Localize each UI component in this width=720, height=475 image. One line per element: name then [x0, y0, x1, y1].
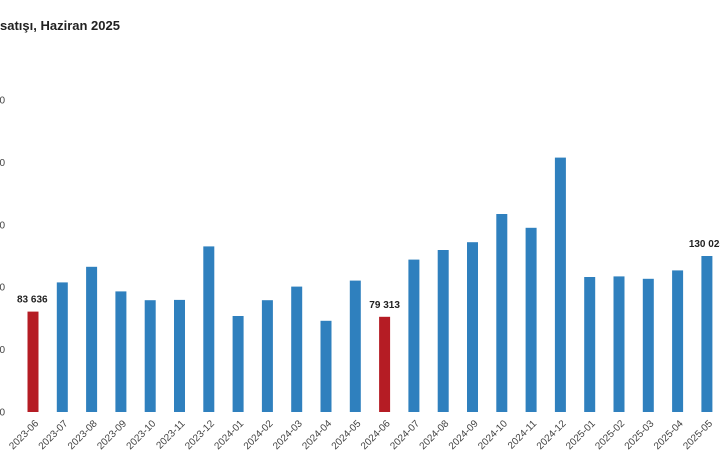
- data-label: 83 636: [17, 295, 48, 306]
- bar-2024-04: [320, 320, 332, 412]
- y-tick-label: 0: [0, 220, 5, 231]
- bar-2024-06: [379, 316, 391, 412]
- x-tick-label: 2024-03: [271, 418, 305, 452]
- y-tick-label: 0: [0, 408, 5, 419]
- bar-2025-02: [613, 276, 625, 412]
- bar-2024-02: [261, 300, 273, 412]
- x-tick-label: 2023-10: [125, 418, 159, 452]
- x-tick-label: 2024-11: [506, 418, 540, 452]
- x-tick-label: 2025-01: [564, 418, 598, 452]
- bar-2025-04: [672, 270, 684, 412]
- bar-2023-06: [27, 311, 39, 412]
- x-tick-label: 2024-12: [535, 418, 569, 452]
- bar-2023-10: [144, 300, 156, 412]
- bar-2024-01: [232, 316, 244, 412]
- chart-title: satışı, Haziran 2025: [0, 18, 120, 33]
- x-tick-label: 2024-04: [300, 418, 334, 452]
- x-tick-label: 2025-05: [681, 418, 715, 452]
- bar-2024-05: [349, 280, 361, 412]
- bar-2024-08: [437, 250, 449, 412]
- bar-2024-11: [525, 227, 537, 412]
- bar-2023-07: [56, 282, 68, 412]
- x-tick-label: 2023-07: [37, 418, 71, 452]
- x-tick-label: 2024-01: [212, 418, 246, 452]
- x-tick-label: 2024-09: [447, 418, 481, 452]
- x-tick-label: 2025-04: [652, 418, 686, 452]
- y-tick-label: 0: [0, 96, 5, 107]
- y-tick-label: 0: [0, 158, 5, 169]
- y-axis: 0 0 0 0 0 0: [0, 96, 5, 419]
- bar-2023-09: [115, 291, 127, 412]
- bar-2023-11: [174, 299, 185, 412]
- bar-2024-09: [467, 242, 478, 412]
- y-tick-label: 0: [0, 283, 5, 294]
- x-tick-label: 2023-08: [66, 418, 100, 452]
- x-tick-label: 2024-08: [418, 418, 452, 452]
- data-label: 79 313: [369, 300, 400, 311]
- bar-2023-12: [203, 246, 215, 412]
- bar-2025-01: [584, 277, 596, 412]
- x-tick-label: 2025-02: [593, 418, 627, 452]
- x-axis-ticks: 2023-062023-072023-082023-092023-102023-…: [7, 418, 715, 452]
- x-tick-label: 2024-07: [388, 418, 422, 452]
- bar-2025-03: [642, 278, 654, 412]
- data-label: 130 025: [689, 239, 720, 250]
- bar-2023-08: [86, 266, 98, 412]
- bars: [27, 157, 713, 412]
- x-tick-label: 2024-06: [359, 418, 393, 452]
- bar-2024-07: [408, 259, 420, 412]
- y-tick-label: 0: [0, 345, 5, 356]
- x-tick-label: 2023-12: [183, 418, 217, 452]
- bar-2025-05: [701, 256, 713, 412]
- x-tick-label: 2024-02: [242, 418, 276, 452]
- bar-2024-03: [291, 286, 303, 412]
- x-tick-label: 2024-10: [476, 418, 510, 452]
- x-tick-label: 2023-09: [95, 418, 129, 452]
- x-tick-label: 2025-03: [623, 418, 657, 452]
- x-tick-label: 2024-05: [330, 418, 364, 452]
- bar-2024-12: [554, 157, 566, 412]
- x-tick-label: 2023-06: [7, 418, 41, 452]
- x-tick-label: 2023-11: [154, 418, 188, 452]
- bar-2024-10: [496, 214, 508, 412]
